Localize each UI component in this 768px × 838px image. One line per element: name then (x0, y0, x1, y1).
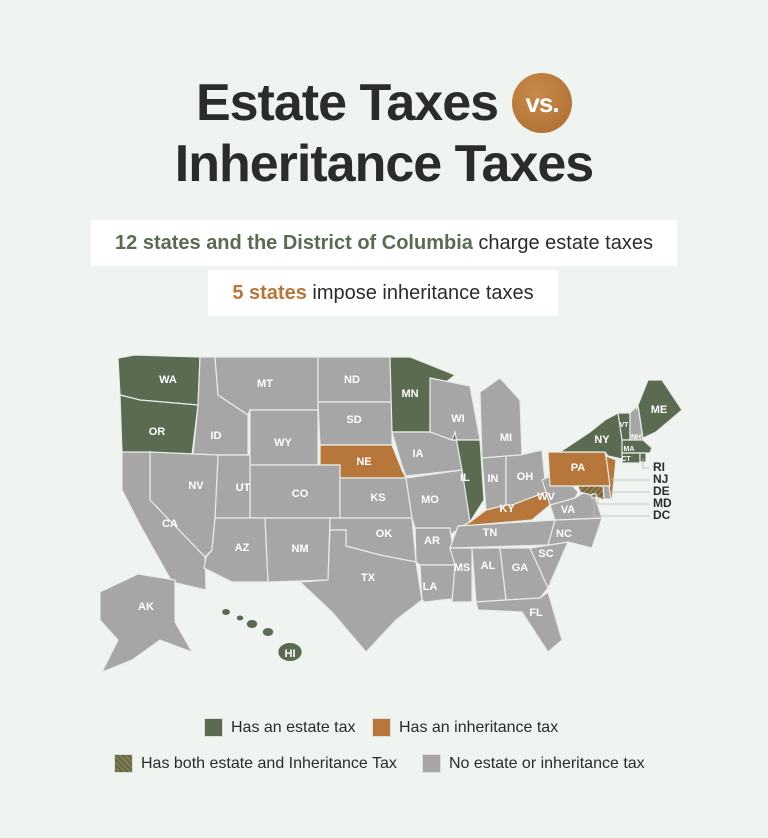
state-MI (479, 377, 523, 461)
state-label-PA: PA (571, 462, 586, 474)
state-label-MT: MT (257, 378, 273, 390)
state-label-MO: MO (421, 494, 439, 506)
state-label-SD: SD (346, 414, 361, 426)
callout-label-DE: DE (653, 484, 670, 498)
state-HI-island (262, 628, 274, 636)
state-label-ME: ME (651, 404, 668, 416)
state-label-IL: IL (460, 472, 470, 484)
state-label-IN: IN (488, 473, 499, 485)
inheritance-summary: 5 states impose inheritance taxes (208, 270, 558, 316)
title-line-2: Inheritance Taxes (174, 135, 594, 193)
state-MA (621, 439, 653, 454)
legend-label: Has an inheritance tax (399, 718, 559, 736)
state-label-AR: AR (424, 535, 440, 547)
estate-summary: 12 states and the District of Columbia c… (91, 220, 677, 266)
state-label-NM: NM (291, 543, 308, 555)
title-line-1: Estate Taxes vs. (0, 72, 768, 134)
legend-swatch-inheritance (372, 718, 391, 737)
callout-line-RI (642, 458, 650, 469)
state-MS (449, 547, 473, 603)
inheritance-summary-highlight: 5 states (232, 282, 307, 304)
state-label-MI: MI (500, 432, 512, 444)
inheritance-summary-rest: impose inheritance taxes (306, 282, 534, 304)
state-RI (639, 452, 647, 463)
title-estate-taxes: Estate Taxes (195, 74, 499, 133)
legend-label: Has both estate and Inheritance Tax (141, 754, 397, 772)
state-label-HI: HI (285, 648, 296, 660)
state-label-OR: OR (149, 426, 166, 438)
state-GA (499, 547, 549, 601)
state-ME (635, 379, 683, 439)
state-FL (475, 591, 563, 653)
state-label-NY: NY (594, 434, 610, 446)
legend-swatch-none (422, 754, 441, 773)
state-label-OK: OK (376, 528, 393, 540)
state-label-AK: AK (138, 601, 154, 613)
callout-line-MD (597, 498, 650, 505)
callout-label-RI: RI (653, 460, 665, 474)
state-label-OH: OH (517, 471, 534, 483)
state-label-SC: SC (538, 548, 553, 560)
callout-label-NJ: NJ (653, 472, 668, 486)
estate-summary-highlight: 12 states and the District of Columbia (115, 232, 473, 254)
state-label-AL: AL (481, 560, 496, 572)
state-label-GA: GA (512, 562, 529, 574)
callout-label-DC: DC (653, 508, 671, 522)
state-label-NV: NV (188, 480, 204, 492)
state-label-KY: KY (499, 503, 515, 515)
vs-badge: vs. (512, 73, 573, 134)
legend-item-inheritance: Has an inheritance tax (372, 718, 558, 737)
state-label-AZ: AZ (235, 542, 250, 554)
state-TX (298, 529, 423, 653)
state-label-TX: TX (361, 572, 376, 584)
state-CA (121, 451, 207, 591)
state-label-CA: CA (162, 518, 178, 530)
state-HI-island (222, 609, 230, 615)
state-label-CO: CO (292, 488, 309, 500)
state-label-WI: WI (451, 413, 464, 425)
state-HI-island (246, 620, 258, 628)
state-label-WA: WA (159, 374, 177, 386)
legend-label: Has an estate tax (231, 718, 356, 736)
state-HI-island (236, 615, 244, 621)
legend-item-estate: Has an estate tax (204, 718, 356, 737)
state-label-NH: NH (631, 434, 641, 441)
state-label-ND: ND (344, 374, 360, 386)
state-CT (621, 452, 641, 464)
legend-item-both: Has both estate and Inheritance Tax (114, 754, 397, 773)
legend-swatch-estate (204, 718, 223, 737)
state-label-MA: MA (624, 446, 635, 453)
legend-label: No estate or inheritance tax (449, 754, 645, 772)
state-label-CT: CT (621, 456, 631, 463)
state-label-NC: NC (556, 528, 572, 540)
state-label-MS: MS (454, 562, 471, 574)
state-label-FL: FL (529, 607, 543, 619)
state-label-LA: LA (423, 581, 438, 593)
callout-label-MD: MD (653, 496, 672, 510)
state-HI-island (278, 643, 302, 661)
state-AK (99, 573, 194, 674)
estate-summary-rest: charge estate taxes (472, 232, 653, 254)
state-label-IA: IA (413, 448, 424, 460)
legend-swatch-both (114, 754, 133, 773)
callout-line-NJ (611, 478, 650, 481)
state-label-UT: UT (236, 482, 251, 494)
state-label-ID: ID (211, 430, 222, 442)
callout-line-DC (593, 496, 650, 517)
state-label-KS: KS (370, 492, 385, 504)
legend-item-none: No estate or inheritance tax (422, 754, 645, 773)
state-label-NE: NE (356, 456, 371, 468)
state-label-VT: VT (620, 422, 630, 429)
state-label-WV: WV (537, 491, 555, 503)
state-label-WY: WY (274, 437, 292, 449)
state-label-TN: TN (483, 527, 498, 539)
state-label-VA: VA (561, 504, 576, 516)
state-LA (419, 564, 461, 603)
state-label-MN: MN (401, 388, 418, 400)
state-MD (577, 485, 605, 501)
